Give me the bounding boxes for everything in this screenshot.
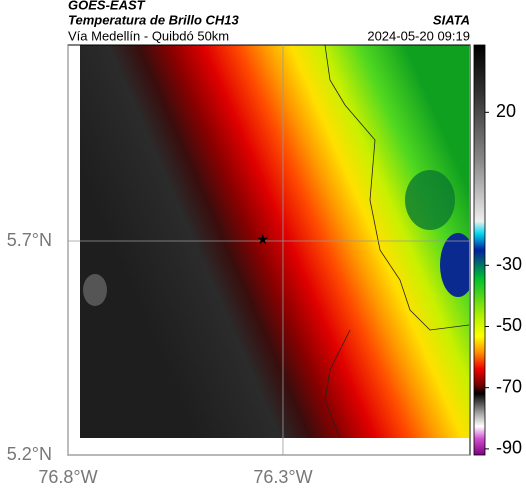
lat-tick-label: 5.2°N: [7, 444, 52, 464]
location-marker: ★: [256, 231, 269, 247]
colorbar: [473, 44, 486, 456]
colorbar-tick-label: -90: [496, 438, 522, 458]
imagery: [80, 45, 469, 438]
source: SIATA: [433, 12, 470, 27]
colorbar-tick-label: -70: [496, 376, 522, 396]
timestamp: 2024-05-20 09:19: [367, 28, 470, 43]
lon-tick-label: 76.3°W: [253, 467, 312, 487]
colorbar-tick-label: -50: [496, 315, 522, 335]
colorbar-tick-label: -30: [496, 254, 522, 274]
colorbar-tick-label: 20: [496, 101, 516, 121]
product: Temperatura de Brillo CH13: [68, 12, 240, 27]
agency: GOES-EAST: [68, 0, 146, 12]
lon-tick-label: 76.8°W: [38, 467, 97, 487]
lat-tick-label: 5.7°N: [7, 230, 52, 250]
route: Vía Medellín - Quibdó 50km: [68, 28, 229, 43]
